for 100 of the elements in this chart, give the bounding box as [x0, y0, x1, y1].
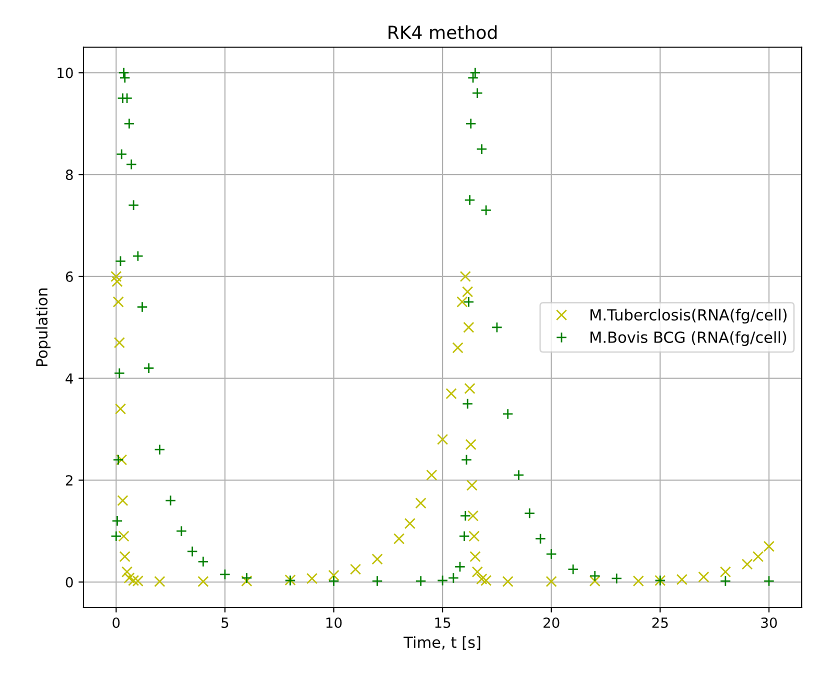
point [328, 570, 340, 581]
point [436, 574, 448, 586]
point [462, 398, 474, 410]
point [476, 573, 488, 585]
point [116, 454, 128, 466]
y-tick-label: 8 [66, 170, 73, 180]
x-tick-label: 25 [652, 617, 668, 628]
point [372, 575, 383, 587]
point [502, 576, 514, 588]
point [534, 533, 546, 544]
point [110, 530, 122, 542]
point [372, 554, 383, 565]
point [415, 498, 426, 509]
point [328, 575, 340, 587]
point [112, 515, 123, 526]
point [119, 72, 130, 84]
point [426, 470, 438, 481]
point [143, 362, 154, 374]
x-tick-label: 30 [761, 617, 777, 628]
point [763, 540, 775, 552]
x-tick-label: 5 [222, 618, 228, 628]
point [476, 144, 488, 155]
point [463, 296, 474, 308]
y-tick-label: 6 [66, 271, 73, 282]
point [546, 548, 557, 560]
x-tick-label: 0 [112, 617, 120, 628]
point [698, 571, 710, 582]
point [470, 551, 481, 562]
point [524, 508, 536, 519]
point [119, 551, 130, 562]
y-tick-label: 4 [66, 373, 73, 384]
point [154, 444, 166, 456]
point [460, 454, 472, 466]
x-tick-label: 20 [544, 617, 560, 628]
point [460, 270, 471, 282]
point [611, 572, 622, 584]
point [446, 388, 457, 400]
point [154, 576, 166, 588]
point [546, 576, 557, 588]
point [112, 276, 123, 288]
point [472, 88, 483, 99]
point [464, 194, 476, 206]
x-tick-label: 10 [326, 617, 342, 628]
point [114, 256, 126, 267]
point [136, 301, 148, 313]
point [186, 546, 198, 558]
point [198, 576, 209, 588]
point [112, 454, 124, 466]
x-axis-title: Time, t [s] [404, 636, 480, 650]
point [589, 575, 600, 587]
point [219, 568, 230, 580]
point [118, 67, 130, 78]
y-tick-label: 2 [66, 475, 72, 486]
point [306, 572, 318, 584]
point [502, 408, 514, 420]
point [241, 572, 252, 584]
point [118, 530, 130, 542]
point [114, 368, 125, 379]
point [513, 470, 524, 481]
point [568, 564, 579, 575]
y-tick-label: 10 [58, 68, 73, 78]
point [720, 575, 731, 587]
point [452, 342, 464, 354]
point [448, 572, 459, 584]
x-tick-label: 15 [435, 618, 450, 628]
point [436, 434, 448, 445]
point [176, 526, 187, 537]
point [121, 566, 133, 578]
legend-label: M.Bovis BCG (RNA(fg/cell) [590, 331, 786, 346]
y-axis-title: Population [36, 288, 51, 366]
point [126, 158, 137, 170]
point [752, 551, 764, 562]
point [720, 566, 731, 578]
point [415, 575, 426, 587]
point [112, 296, 124, 308]
point [198, 556, 209, 568]
point [114, 337, 125, 348]
point [466, 480, 478, 491]
point [350, 564, 362, 575]
point [132, 250, 144, 262]
point [117, 494, 128, 506]
point [742, 558, 753, 570]
y-tick-label: 0 [66, 577, 73, 588]
chart-title: RK4 method [388, 25, 497, 40]
point [454, 561, 466, 572]
point [164, 494, 176, 506]
point [465, 118, 476, 130]
point [763, 575, 775, 587]
point [463, 322, 474, 333]
point [404, 518, 416, 530]
point [465, 438, 476, 450]
point [456, 296, 468, 308]
point [128, 574, 140, 586]
point [110, 270, 122, 282]
point [128, 200, 140, 211]
point [480, 204, 492, 216]
point [458, 530, 470, 542]
point [116, 148, 128, 160]
point [472, 566, 483, 578]
point [467, 510, 479, 522]
